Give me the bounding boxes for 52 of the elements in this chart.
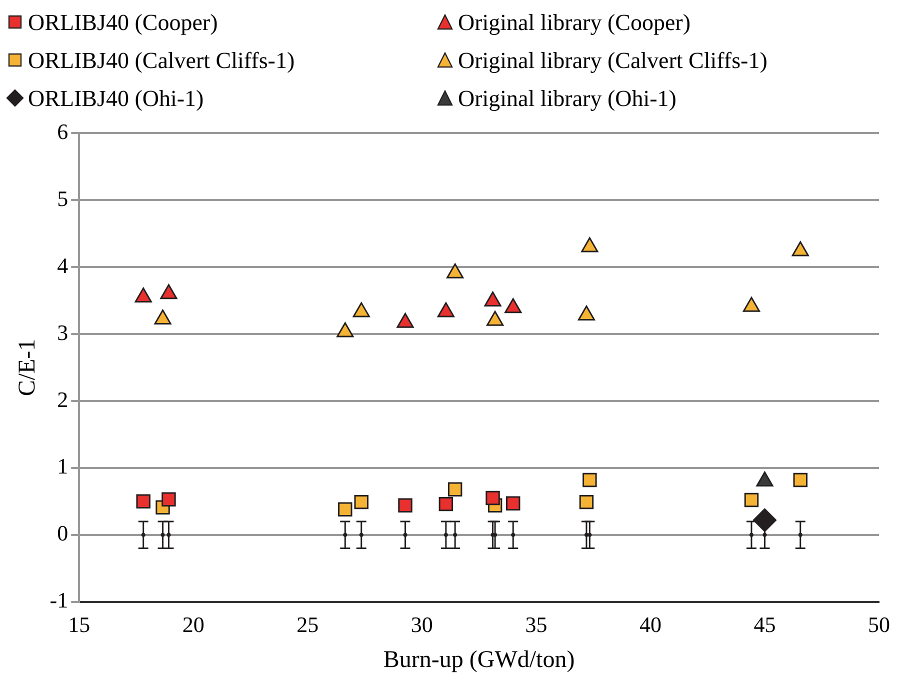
y-tick-label: 6 — [57, 118, 68, 144]
legend-label: Original library (Ohi-1) — [458, 84, 676, 113]
y-tick-label: 2 — [57, 386, 68, 412]
point — [438, 496, 454, 512]
x-axis-title: Burn-up (GWd/ton) — [383, 646, 575, 673]
x-tick-label: 35 — [525, 612, 548, 637]
x-tick-label: 45 — [754, 612, 776, 637]
x-tick-label: 20 — [182, 612, 204, 637]
y-tick-label: -1 — [50, 588, 68, 613]
point — [742, 296, 760, 312]
point — [579, 494, 594, 510]
legend-label: ORLIBJ40 (Calvert Cliffs-1) — [28, 46, 295, 75]
x-tick-label: 25 — [296, 612, 319, 637]
point — [486, 310, 504, 326]
point — [793, 472, 808, 488]
point — [396, 312, 414, 328]
point — [162, 492, 176, 506]
point — [352, 302, 370, 318]
point — [134, 287, 152, 302]
y-tick-label: 3 — [57, 320, 68, 345]
point — [154, 310, 172, 325]
legend-label: Original library (Cooper) — [458, 8, 690, 37]
point — [744, 492, 759, 508]
y-tick-label: 1 — [57, 454, 68, 479]
point — [506, 496, 520, 511]
legend-label: ORLIBJ40 (Cooper) — [28, 8, 218, 37]
point — [582, 472, 597, 488]
legend-label: Original library (Calvert Cliffs-1) — [458, 46, 768, 75]
point — [504, 298, 522, 314]
point — [486, 490, 500, 506]
point — [578, 306, 596, 321]
y-tick-label: 0 — [57, 520, 68, 546]
point — [792, 241, 809, 256]
x-tick-label: 50 — [868, 612, 890, 637]
y-tick-label: 4 — [57, 252, 68, 278]
x-tick-label: 30 — [410, 612, 433, 637]
legend-label: ORLIBJ40 (Ohi-1) — [28, 84, 204, 113]
y-tick-label: 5 — [57, 186, 68, 211]
y-axis-title: C/E-1 — [14, 338, 41, 396]
point — [336, 322, 354, 338]
point — [398, 498, 412, 513]
point — [484, 291, 502, 306]
point — [354, 494, 368, 510]
point — [446, 263, 464, 278]
x-tick-label: 40 — [639, 612, 662, 637]
point — [448, 482, 462, 496]
point — [581, 237, 598, 252]
point — [160, 284, 178, 300]
point — [437, 302, 454, 318]
point — [338, 502, 352, 517]
point — [136, 494, 150, 508]
x-tick-label: 15 — [68, 612, 90, 637]
